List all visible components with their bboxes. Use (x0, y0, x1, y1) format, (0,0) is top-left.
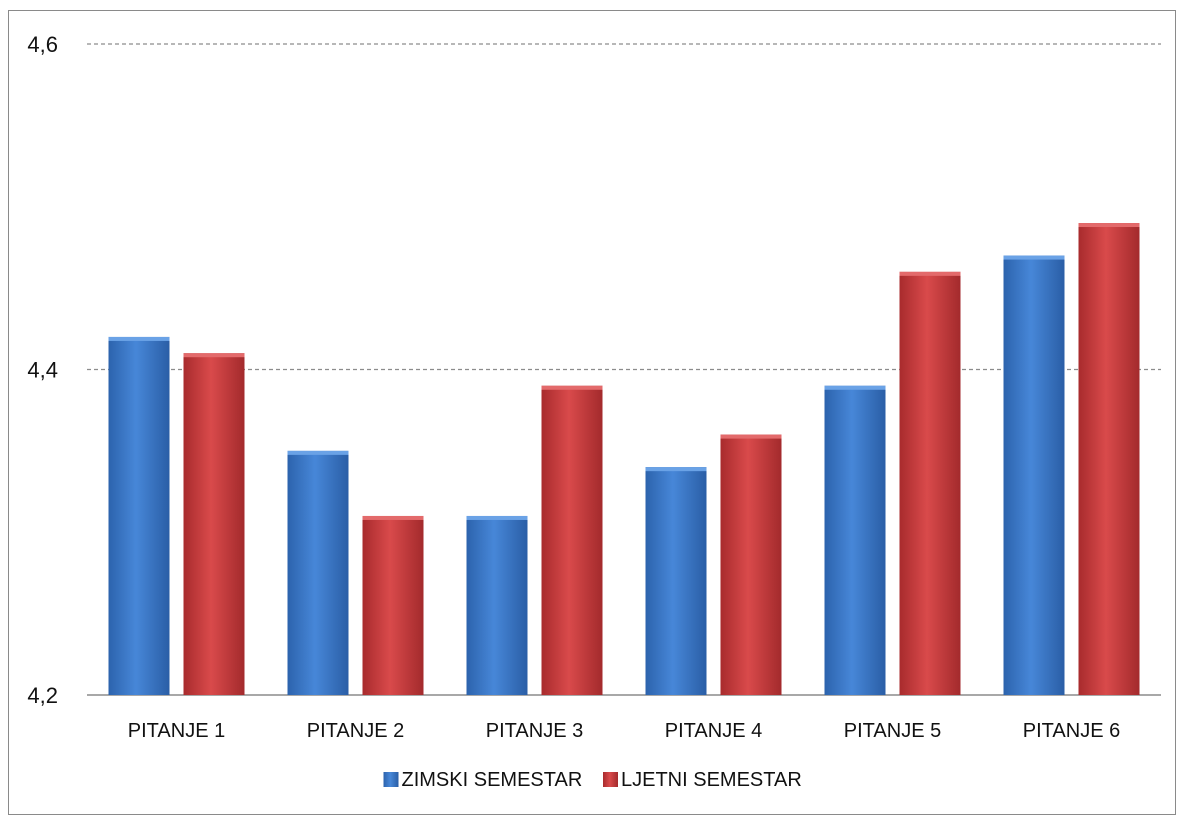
x-tick-label: PITANJE 2 (307, 720, 404, 742)
legend-swatch-ljetni (603, 772, 618, 787)
bar-ljetni-1 (183, 353, 245, 695)
bar-ljetni-2 (362, 515, 424, 695)
bar-cap (1003, 255, 1065, 260)
bar-cap (183, 353, 245, 358)
gridlines (87, 43, 1161, 371)
legend-swatch-zimski (383, 772, 399, 787)
bar-zimski-5 (824, 385, 886, 695)
bar-cap (899, 271, 961, 276)
bar-ljetni-3 (541, 385, 603, 695)
bar-cap (541, 385, 603, 390)
bar-cap (645, 467, 707, 472)
axis-labels: 4,2 4,4 4,6 PITANJE 1 PITANJE 2 PITANJE 3 PITA… (27, 32, 1120, 742)
x-tick-label: PITANJE 3 (486, 720, 583, 742)
bar-cap (466, 515, 528, 520)
y-tick-label: 4,2 (27, 683, 58, 708)
bar-cap (1078, 223, 1140, 228)
bar-ljetni-4 (720, 434, 782, 695)
bar-cap (824, 385, 886, 390)
bar-cap (362, 515, 424, 520)
bar-cap (108, 336, 170, 341)
bar-zimski-1 (108, 336, 170, 695)
x-tick-label: PITANJE 4 (665, 720, 762, 742)
legend: ZIMSKI SEMESTAR LJETNI SEMESTAR (383, 769, 802, 791)
bar-zimski-6 (1003, 255, 1065, 695)
bar-cap (720, 434, 782, 439)
x-tick-label: PITANJE 6 (1023, 720, 1120, 742)
x-tick-label: PITANJE 5 (844, 720, 941, 742)
legend-label-ljetni: LJETNI SEMESTAR (621, 769, 802, 791)
x-tick-label: PITANJE 1 (128, 720, 225, 742)
bar-zimski-4 (645, 467, 707, 695)
bars (108, 223, 1140, 695)
bar-ljetni-6 (1078, 223, 1140, 695)
legend-label-zimski: ZIMSKI SEMESTAR (402, 769, 583, 791)
bar-zimski-2 (287, 450, 349, 695)
y-tick-label: 4,4 (27, 358, 58, 383)
bar-ljetni-5 (899, 271, 961, 695)
bar-zimski-3 (466, 515, 528, 695)
bar-cap (287, 450, 349, 455)
y-tick-label: 4,6 (27, 32, 58, 57)
